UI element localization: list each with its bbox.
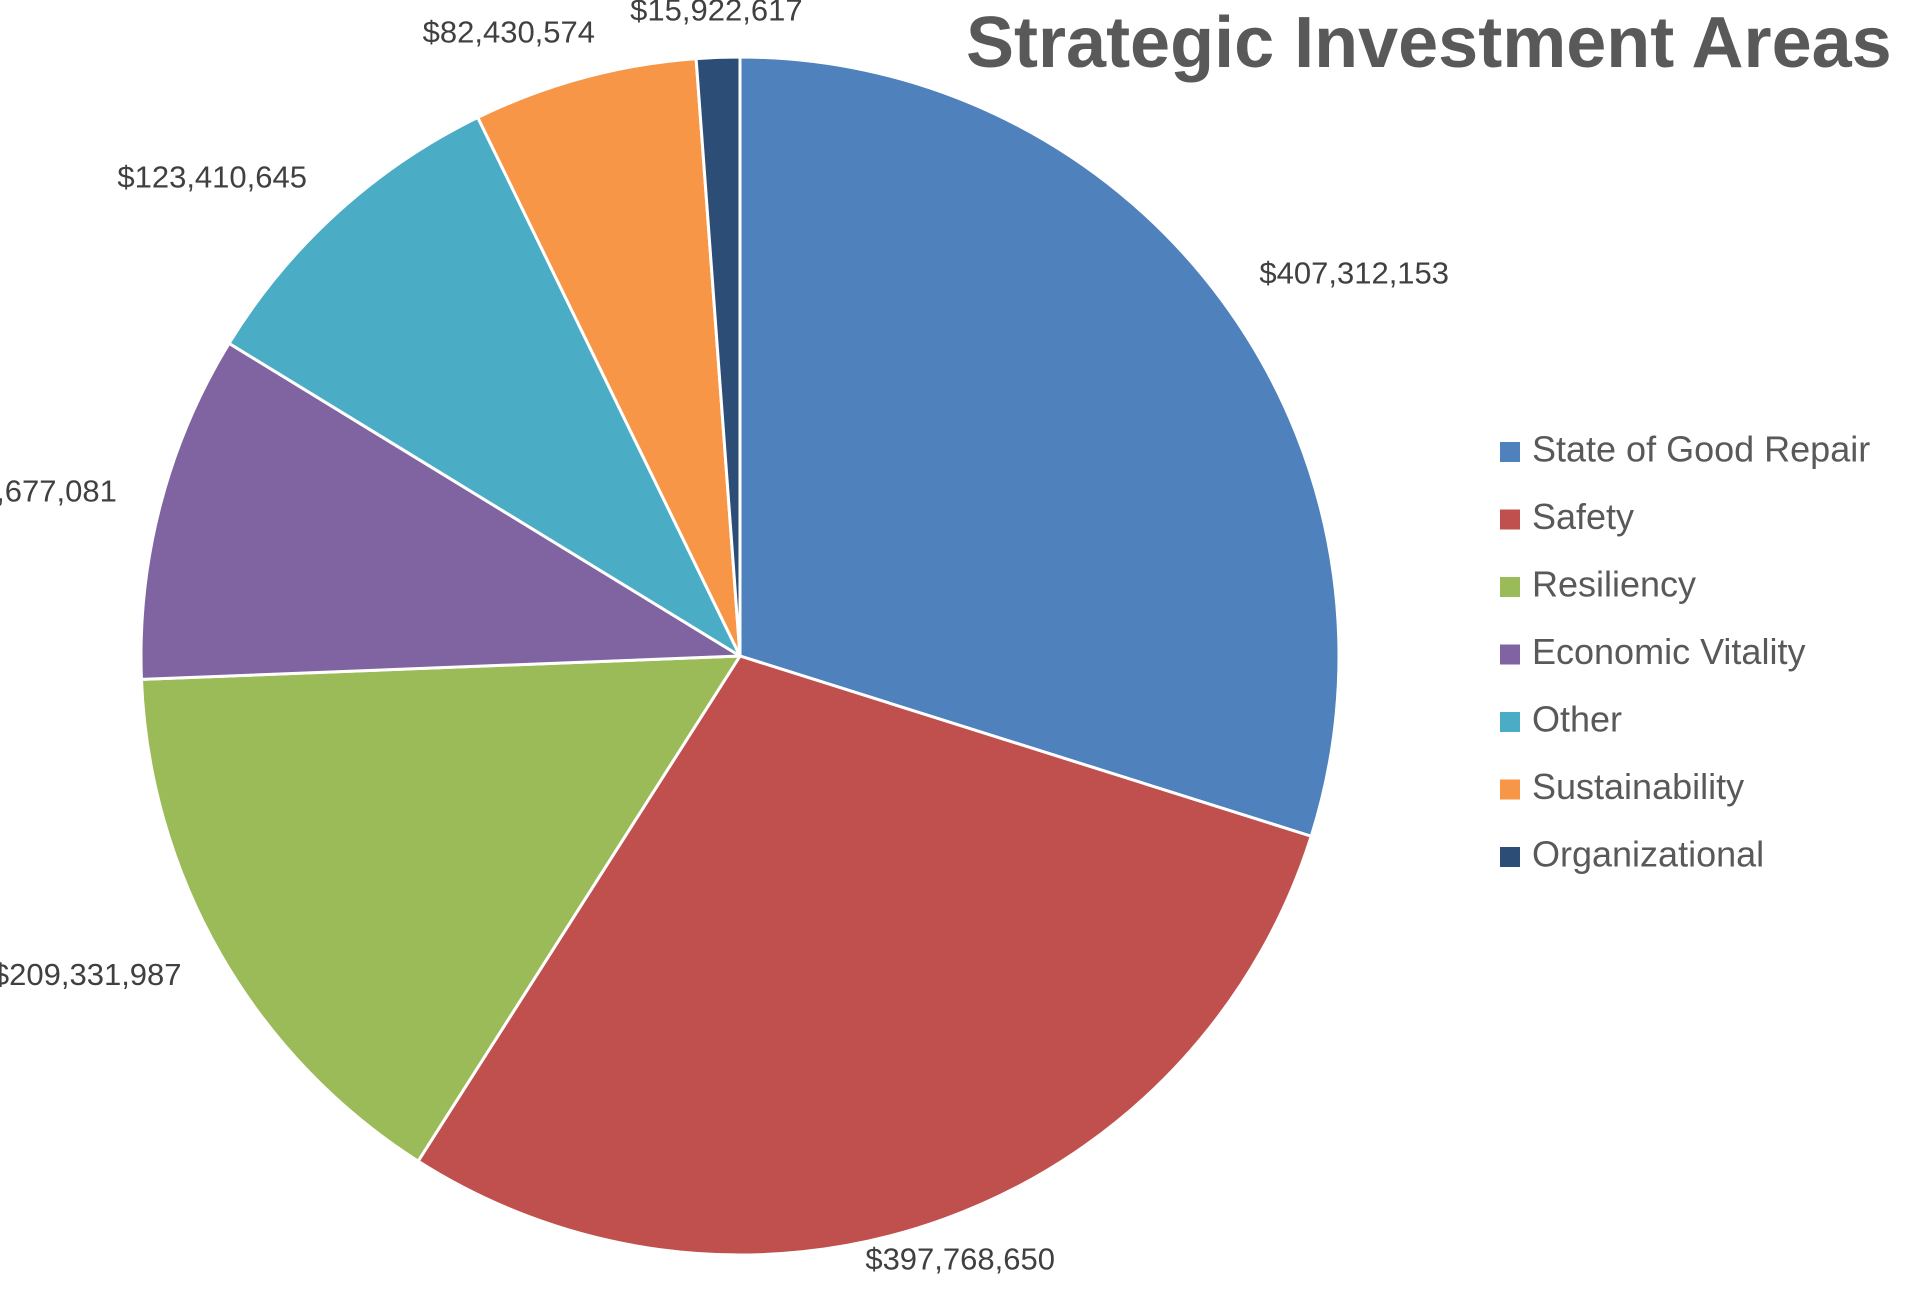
legend-label: Sustainability — [1532, 766, 1744, 807]
data-label: $127,677,081 — [0, 474, 117, 509]
data-label: $407,312,153 — [1259, 255, 1449, 290]
legend-swatch — [1500, 712, 1520, 732]
data-label: $123,410,645 — [117, 159, 307, 194]
legend-swatch — [1500, 847, 1520, 867]
pie-slice — [416, 654, 1313, 1257]
legend-label: State of Good Repair — [1532, 429, 1870, 470]
data-label: $82,430,574 — [423, 14, 595, 49]
legend-swatch — [1500, 779, 1520, 800]
data-label: $397,768,650 — [865, 1241, 1055, 1276]
legend-label: Resiliency — [1532, 564, 1696, 605]
legend-label: Safety — [1532, 496, 1634, 537]
data-label: $15,922,617 — [630, 0, 802, 28]
legend-swatch — [1500, 509, 1520, 530]
pie-slice — [227, 115, 742, 658]
pie-slice — [694, 55, 742, 658]
pie-slice — [139, 654, 742, 1163]
legend-label: Organizational — [1532, 834, 1764, 875]
legend-label: Economic Vitality — [1532, 631, 1805, 672]
chart-title: Strategic Investment Areas — [966, 3, 1892, 83]
data-label: $209,331,987 — [0, 957, 182, 992]
pie-slice — [476, 57, 742, 658]
legend-swatch — [1500, 577, 1520, 597]
legend-swatch — [1500, 644, 1520, 665]
pie-slice — [738, 55, 1341, 838]
pie-slice — [139, 341, 742, 681]
legend-label: Other — [1532, 699, 1622, 740]
legend-swatch — [1500, 442, 1520, 462]
